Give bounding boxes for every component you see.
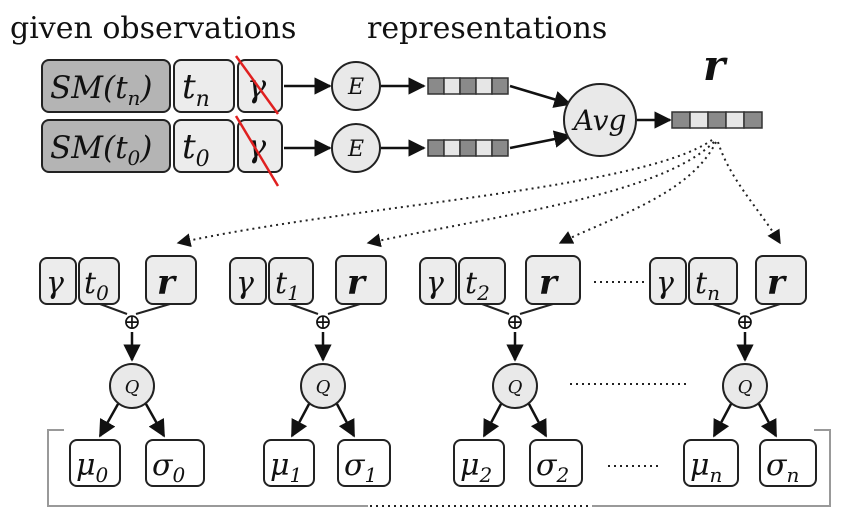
t-box-d0 [78,257,120,305]
r-label-d2: r [539,263,559,303]
aggregate-r-label: r [703,41,728,90]
q-label-d1: Q [316,377,331,398]
encoder-label-0: E [347,137,364,162]
mu-label-d0: μ0 [76,448,109,487]
arrow-q-to-sigma-dn [757,403,778,438]
gamma-box-dn [649,257,687,305]
arrow-q-to-mu-d2 [482,403,503,438]
gamma-box-d2 [419,257,457,305]
t-box-0 [173,119,235,173]
representations-heading: representations [367,11,607,46]
sm-box-n [41,59,171,113]
gamma-label-d0: γ [46,266,64,301]
arrow-q-to-mu-d1 [290,403,311,438]
observation-row-0: SM(t0) t0 γ E [41,115,509,187]
arrow-q-to-sigma-d1 [335,403,356,438]
concat-symbol-dn: ⊕ [736,310,754,335]
gamma-box-d0 [39,257,77,305]
decoder-column-1: γ t1 r ⊕ Q μ1 σ1 [229,255,391,487]
mu-box-d0 [69,439,121,487]
avg-node [563,83,637,157]
concat-symbol-d0: ⊕ [123,310,141,335]
sigma-label-d2: σ2 [536,448,569,487]
aggregate-r-vector [671,111,763,129]
sigma-box-d1 [337,439,391,487]
output-bracket-right [592,429,831,507]
sigma-box-d2 [529,439,583,487]
q-label-dn: Q [738,377,753,398]
mu-label-d1: μ1 [270,448,302,487]
t-label-dn: tn [695,266,720,305]
representation-vector-0 [427,139,509,157]
gamma-strike-0 [234,115,280,187]
encoder-node-0 [331,123,381,173]
r-label-dn: r [767,263,787,303]
q-node-d2 [492,363,538,409]
sigma-label-d1: σ1 [344,448,377,487]
sigma-box-dn [759,439,817,487]
gamma-box-d1 [229,257,267,305]
observation-row-n: SM(tn) tn γ E [41,55,509,115]
encoder-node-n [331,61,381,111]
r-label-d0: r [157,263,177,303]
arrow-q-to-mu-dn [712,403,733,438]
t-label-d1: t1 [275,266,300,305]
sm-label-0: SM(t0) [50,130,152,170]
t-label-0: t0 [182,127,210,172]
concat-symbol-d2: ⊕ [506,310,524,335]
dotted-arrow-to-decoder-1 [366,141,715,248]
decoder-column-n: γ tn r ⊕ Q μn σn [649,255,817,487]
gamma-label-d2: γ [426,266,444,301]
r-box-d0 [145,255,197,305]
dotted-arrow-to-decoder-n [717,141,781,245]
arrow-q-to-mu-d0 [98,403,120,438]
decoder-column-0: γ t0 r ⊕ Q μ0 σ0 [39,255,205,487]
arrow-rep-n-to-avg [509,84,572,108]
mu-label-dn: μn [690,448,722,487]
arrow-q-to-sigma-d0 [144,403,166,438]
sigma-box-d0 [145,439,205,487]
mu-box-dn [683,439,739,487]
encoder-label-n: E [347,75,364,100]
t-label-d2: t2 [465,266,490,305]
gamma-strike-n [234,55,280,115]
arrow-q-to-sigma-d2 [527,403,548,438]
avg-label: Avg [571,104,627,137]
concat-symbol-d1: ⊕ [314,310,332,335]
r-box-d1 [335,255,387,305]
output-bracket-left [47,429,368,507]
representation-vector-n [427,77,509,95]
mu-box-d2 [453,439,505,487]
q-node-d1 [300,363,346,409]
sigma-label-dn: σn [766,448,799,487]
mu-label-d2: μ2 [460,448,492,487]
sm-box-0 [41,119,171,173]
gamma-box-0 [237,119,283,173]
r-label-d1: r [347,263,367,303]
sm-label-n: SM(tn) [50,70,153,110]
t-label-n: tn [182,67,210,112]
r-box-dn [755,255,807,305]
gamma-label-d1: γ [236,266,254,301]
q-node-dn [722,363,768,409]
decoder-column-2: γ t2 r ⊕ Q μ2 σ2 [419,255,583,487]
gamma-label-dn: γ [656,266,674,301]
given-observations-heading: given observations [10,11,296,46]
arrow-rep-0-to-avg [509,130,572,150]
sigma-label-d0: σ0 [152,448,185,487]
dotted-arrow-to-decoder-2 [558,141,717,244]
mu-box-d1 [263,439,315,487]
gamma-label-0: γ [247,127,267,165]
q-label-d0: Q [125,377,140,398]
t-label-d0: t0 [84,266,109,305]
q-label-d2: Q [508,377,523,398]
t-box-n [173,59,235,113]
q-node-d0 [109,363,155,409]
